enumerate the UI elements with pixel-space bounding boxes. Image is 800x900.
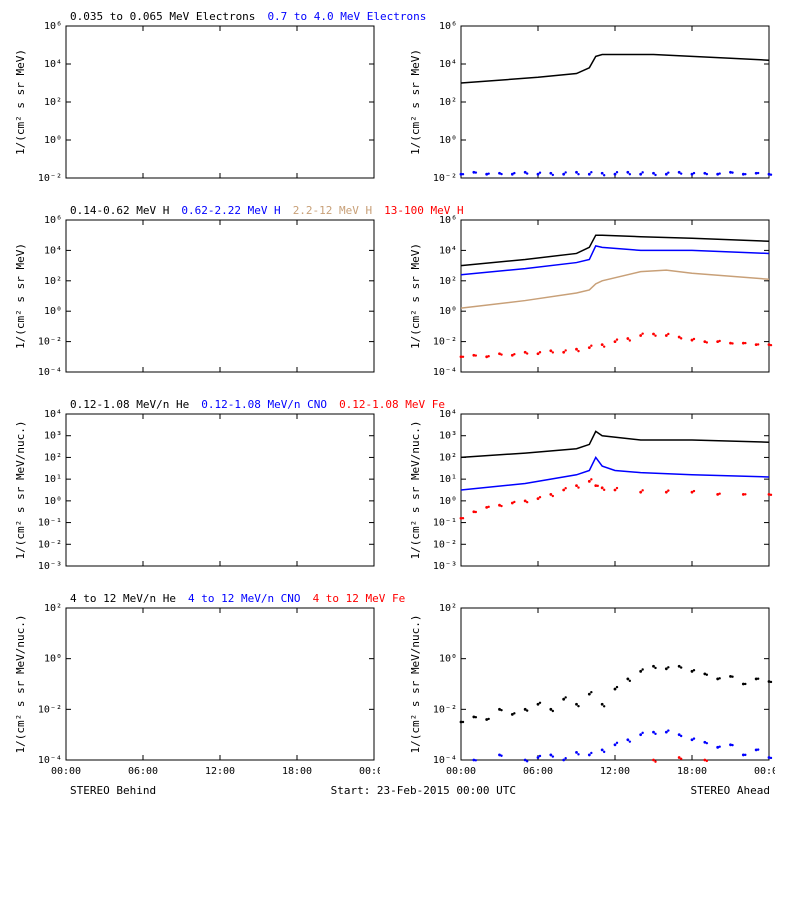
svg-text:10⁴: 10⁴	[44, 245, 62, 256]
svg-text:10⁻²: 10⁻²	[38, 704, 62, 715]
svg-text:10³: 10³	[439, 431, 457, 442]
svg-text:10⁰: 10⁰	[44, 496, 62, 507]
svg-text:10²: 10²	[44, 603, 62, 614]
svg-text:00:00: 00:00	[446, 766, 476, 777]
legend-item: 4 to 12 MeV/n He	[70, 592, 176, 605]
chart-panel: 10⁻³10⁻²10⁻¹10⁰10¹10²10³10⁴1/(cm² s sr M…	[405, 398, 790, 588]
svg-text:1/(cm² s sr MeV): 1/(cm² s sr MeV)	[14, 49, 27, 155]
svg-text:10⁻⁴: 10⁻⁴	[38, 755, 62, 766]
svg-text:10⁻²: 10⁻²	[38, 539, 62, 550]
svg-text:18:00: 18:00	[677, 766, 707, 777]
svg-text:10²: 10²	[439, 97, 457, 108]
svg-text:10⁰: 10⁰	[44, 654, 62, 665]
svg-text:1/(cm² s sr MeV/nuc.): 1/(cm² s sr MeV/nuc.)	[14, 420, 27, 559]
legend-item: 2.2-12 MeV H	[293, 204, 372, 217]
legend-item: 0.12-1.08 MeV/n CNO	[201, 398, 327, 411]
svg-text:10⁰: 10⁰	[439, 654, 457, 665]
footer-center: Start: 23-Feb-2015 00:00 UTC	[331, 784, 516, 797]
legend: 0.14-0.62 MeV H 0.62-2.22 MeV H 2.2-12 MeV…	[70, 204, 476, 217]
svg-text:10²: 10²	[44, 97, 62, 108]
svg-text:10⁴: 10⁴	[439, 245, 457, 256]
panel-grid: 0.035 to 0.065 MeV Electrons 0.7 to 4.0 M…	[10, 10, 790, 782]
svg-text:10⁴: 10⁴	[44, 59, 62, 70]
footer-right: STEREO Ahead	[691, 784, 770, 797]
legend-item: 0.7 to 4.0 MeV Electrons	[267, 10, 426, 23]
chart-panel: 0.14-0.62 MeV H 0.62-2.22 MeV H 2.2-12 MeV…	[10, 204, 395, 394]
legend: 4 to 12 MeV/n He 4 to 12 MeV/n CNO 4 to 12…	[70, 592, 417, 605]
svg-text:06:00: 06:00	[128, 766, 158, 777]
svg-text:10⁻²: 10⁻²	[433, 337, 457, 348]
svg-text:10⁶: 10⁶	[44, 215, 62, 226]
svg-text:00:00: 00:00	[754, 766, 775, 777]
svg-text:10⁻³: 10⁻³	[38, 561, 62, 572]
svg-text:06:00: 06:00	[523, 766, 553, 777]
svg-text:10⁻⁴: 10⁻⁴	[38, 367, 62, 378]
svg-text:10⁶: 10⁶	[439, 21, 457, 32]
legend-item: 4 to 12 MeV Fe	[313, 592, 406, 605]
svg-text:1/(cm² s sr MeV): 1/(cm² s sr MeV)	[409, 243, 422, 349]
svg-text:10⁰: 10⁰	[439, 496, 457, 507]
svg-text:10⁻²: 10⁻²	[38, 173, 62, 184]
legend-item: 0.14-0.62 MeV H	[70, 204, 169, 217]
svg-text:10⁻²: 10⁻²	[433, 539, 457, 550]
legend-item: 13-100 MeV H	[384, 204, 463, 217]
svg-text:10⁻³: 10⁻³	[433, 561, 457, 572]
svg-text:12:00: 12:00	[600, 766, 630, 777]
svg-text:10⁻⁴: 10⁻⁴	[433, 755, 457, 766]
svg-text:1/(cm² s sr MeV): 1/(cm² s sr MeV)	[14, 243, 27, 349]
svg-text:10²: 10²	[439, 603, 457, 614]
legend-item: 0.12-1.08 MeV Fe	[339, 398, 445, 411]
chart-panel: 10⁻² 10⁰ 10² 10⁴ 10⁶ 1/(cm² s sr MeV)	[405, 10, 790, 200]
legend: 0.12-1.08 MeV/n He 0.12-1.08 MeV/n CNO 0.1…	[70, 398, 457, 411]
legend-item: 4 to 12 MeV/n CNO	[188, 592, 301, 605]
svg-text:12:00: 12:00	[205, 766, 235, 777]
svg-text:00:00: 00:00	[359, 766, 380, 777]
svg-text:00:00: 00:00	[51, 766, 81, 777]
legend: 0.035 to 0.065 MeV Electrons 0.7 to 4.0 M…	[70, 10, 438, 23]
footer: STEREO Behind Start: 23-Feb-2015 00:00 U…	[10, 784, 790, 797]
svg-text:10⁻²: 10⁻²	[38, 337, 62, 348]
svg-text:10⁻¹: 10⁻¹	[433, 518, 457, 529]
svg-text:10⁻²: 10⁻²	[433, 173, 457, 184]
svg-text:10¹: 10¹	[44, 474, 62, 485]
svg-text:1/(cm² s sr MeV/nuc.): 1/(cm² s sr MeV/nuc.)	[409, 614, 422, 753]
svg-text:10⁴: 10⁴	[44, 409, 62, 420]
svg-text:10²: 10²	[44, 452, 62, 463]
svg-text:1/(cm² s sr MeV): 1/(cm² s sr MeV)	[409, 49, 422, 155]
legend-item: 0.12-1.08 MeV/n He	[70, 398, 189, 411]
svg-text:10⁻⁴: 10⁻⁴	[433, 367, 457, 378]
chart-panel: 0.12-1.08 MeV/n He0.12-1.08 MeV/n CNO0.1…	[10, 398, 395, 588]
svg-text:10⁰: 10⁰	[44, 135, 62, 146]
svg-text:10⁶: 10⁶	[44, 21, 62, 32]
legend-item: 0.62-2.22 MeV H	[181, 204, 280, 217]
chart-panel: 4 to 12 MeV/n He4 to 12 MeV/n CNO4 to 12…	[10, 592, 395, 782]
svg-text:10⁰: 10⁰	[439, 306, 457, 317]
svg-text:10⁻¹: 10⁻¹	[38, 518, 62, 529]
footer-left: STEREO Behind	[70, 784, 156, 797]
svg-text:10²: 10²	[44, 276, 62, 287]
svg-text:10³: 10³	[44, 431, 62, 442]
svg-text:10⁰: 10⁰	[439, 135, 457, 146]
svg-text:10²: 10²	[439, 452, 457, 463]
svg-text:10⁰: 10⁰	[44, 306, 62, 317]
svg-text:10⁻²: 10⁻²	[433, 704, 457, 715]
svg-text:1/(cm² s sr MeV/nuc.): 1/(cm² s sr MeV/nuc.)	[409, 420, 422, 559]
svg-text:1/(cm² s sr MeV/nuc.): 1/(cm² s sr MeV/nuc.)	[14, 614, 27, 753]
svg-text:18:00: 18:00	[282, 766, 312, 777]
legend-item: 0.035 to 0.065 MeV Electrons	[70, 10, 255, 23]
chart-panel: 10⁻⁴ 10⁻² 10⁰ 10² 00:00 06:00 12:00 18:00 00:00 1…	[405, 592, 790, 782]
chart-panel: 0.035 to 0.065 MeV Electrons0.7 to 4.0 M…	[10, 10, 395, 200]
svg-text:10⁴: 10⁴	[439, 59, 457, 70]
svg-text:10¹: 10¹	[439, 474, 457, 485]
chart-panel: 10⁻⁴10⁻²10⁰10²10⁴10⁶1/(cm² s sr MeV)	[405, 204, 790, 394]
svg-text:10²: 10²	[439, 276, 457, 287]
